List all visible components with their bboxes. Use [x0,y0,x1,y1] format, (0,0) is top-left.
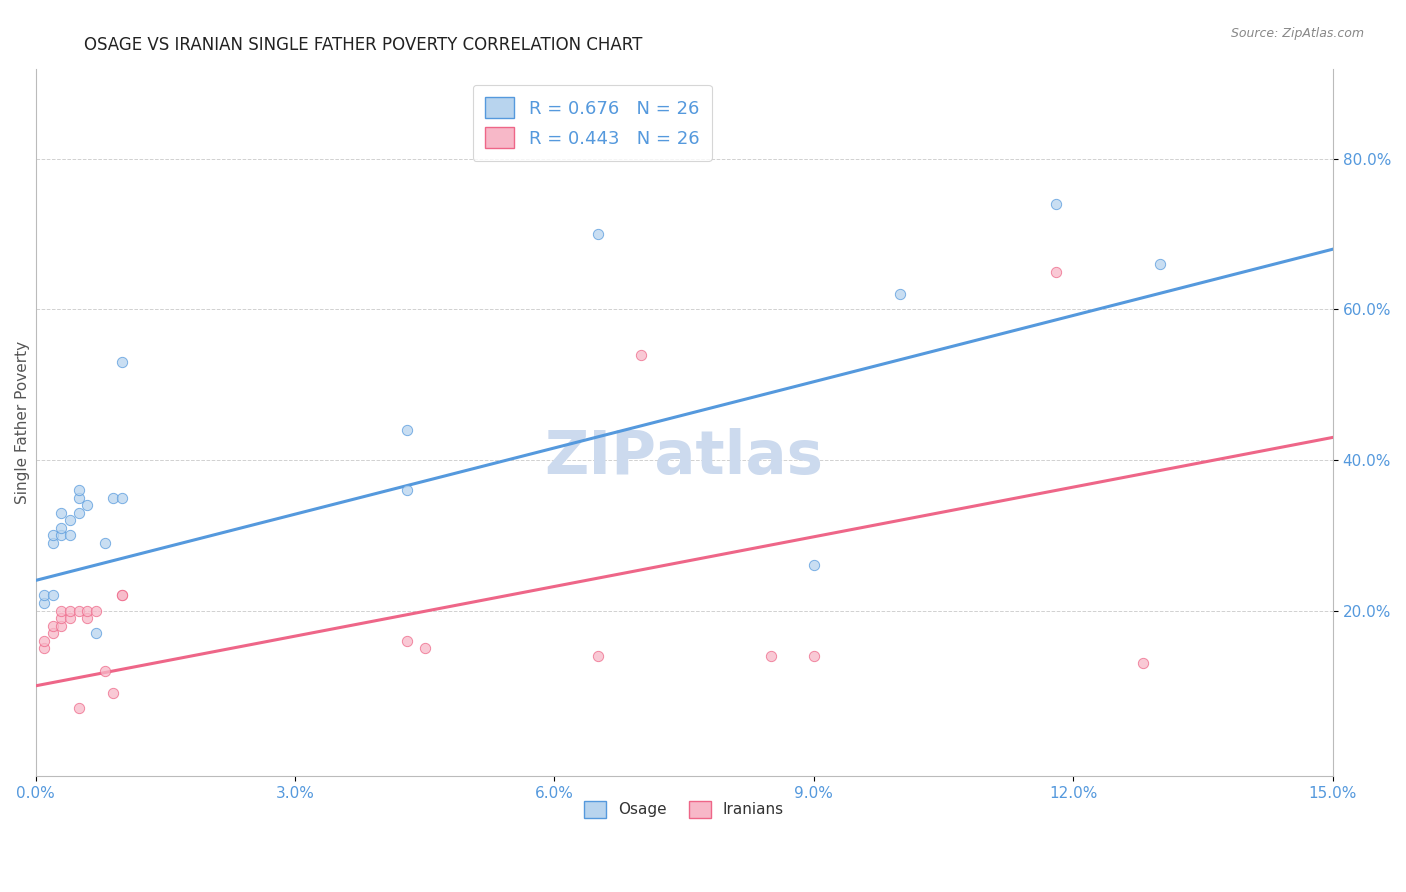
Point [396,633,419,648]
Point [93,536,115,550]
Point [51,521,73,535]
Point [586,227,609,241]
Point [111,491,134,505]
Point [396,423,419,437]
Point [759,648,782,663]
Point [803,558,825,573]
Point [76,498,98,512]
Point [51,506,73,520]
Point [103,491,125,505]
Point [51,528,73,542]
Point [103,686,125,700]
Point [586,648,609,663]
Text: Source: ZipAtlas.com: Source: ZipAtlas.com [1230,27,1364,40]
Point [111,589,134,603]
Point [67,701,90,715]
Point [67,491,90,505]
Point [32,589,55,603]
Point [42,528,65,542]
Text: OSAGE VS IRANIAN SINGLE FATHER POVERTY CORRELATION CHART: OSAGE VS IRANIAN SINGLE FATHER POVERTY C… [84,36,643,54]
Point [67,603,90,617]
Point [32,641,55,656]
Point [51,611,73,625]
Legend: Osage, Iranians: Osage, Iranians [576,793,792,825]
Point [32,633,55,648]
Point [59,603,82,617]
Point [76,611,98,625]
Point [1045,197,1067,211]
Point [76,603,98,617]
Point [67,506,90,520]
Point [889,287,911,301]
Point [1149,257,1171,271]
Text: ZIPatlas: ZIPatlas [544,428,824,487]
Point [42,589,65,603]
Point [803,648,825,663]
Y-axis label: Single Father Poverty: Single Father Poverty [15,341,30,504]
Point [84,603,107,617]
Point [1045,265,1067,279]
Point [42,618,65,632]
Point [630,348,652,362]
Point [396,483,419,497]
Point [67,483,90,497]
Point [59,528,82,542]
Point [84,626,107,640]
Point [111,355,134,369]
Point [32,596,55,610]
Point [93,664,115,678]
Point [111,589,134,603]
Point [42,626,65,640]
Point [51,603,73,617]
Point [51,618,73,632]
Point [59,513,82,527]
Point [42,536,65,550]
Point [413,641,436,656]
Point [59,611,82,625]
Point [1132,657,1154,671]
